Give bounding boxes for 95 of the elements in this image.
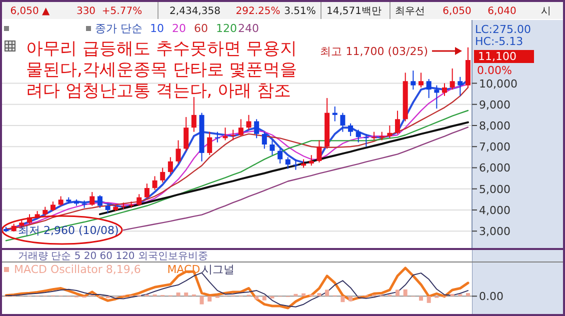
text: 240 [238,22,259,35]
candlestick [434,84,440,110]
bar [184,292,188,296]
text: 10 [150,22,164,35]
text: 시 [541,6,551,17]
bar [262,296,266,300]
candlestick [168,156,173,175]
candlestick [246,114,252,130]
line-series [98,121,469,216]
candlestick [450,68,455,90]
text: HC:-5.13 [475,35,524,48]
text: 11,100 [478,50,516,63]
text: +5.77% [102,6,142,17]
annotation: 최저 2,960 (10/08) [18,224,119,237]
candlestick [207,131,212,156]
candlestick [262,131,267,150]
candlestick [152,176,158,190]
text: 3.51% [284,6,316,17]
y-tick-label: 8,000 [479,119,510,132]
text: 6,050 [442,6,472,17]
candlestick [356,129,361,143]
y-tick-label: 7,000 [479,140,510,154]
candlestick [222,127,228,141]
bar [254,296,259,300]
candlestick [285,156,290,170]
text: 14,571백만 [326,6,382,17]
y-tick-label: 4,000 [479,204,510,217]
candlestick [160,167,166,184]
bar [466,293,470,296]
bar [426,296,431,303]
candlestick [395,110,400,134]
candlestick [238,118,244,137]
text: LC:275.00 [475,23,532,36]
ref-line-label: 0.00 [479,290,504,304]
candlestick [458,76,463,96]
candlestick [270,140,275,156]
bar [396,290,400,296]
bar [348,296,353,302]
y-tick-label: 5,000 [479,182,510,196]
text: 2,434,358 [170,6,220,17]
bar [208,296,212,302]
text: 거래량 단순 5 20 60 120 외국인보유비중 [18,251,208,262]
bar [419,296,424,301]
text: 6,040 [488,6,516,17]
candlestick [348,122,354,137]
candlestick [278,148,283,164]
candlestick [387,124,392,139]
candlestick [426,78,432,99]
text: 292.25% [236,6,280,17]
candlestick [97,194,102,208]
candlestick [58,196,64,206]
line-series [122,126,469,231]
y-tick-label: 3,000 [479,225,510,238]
candlestick [364,133,369,148]
candlestick [184,116,189,152]
y-tick-label: 6,000 [479,162,510,175]
text: 330 [76,6,96,17]
bar [200,296,204,304]
text: 0.00% [477,64,512,77]
legend-title: 종가 단순 [95,22,142,35]
candlestick [308,154,314,166]
candlestick [410,70,416,90]
bar [340,296,345,302]
bar [176,292,180,296]
annotation: 최고 11,700 (03/25) [320,45,428,58]
text: 최우선 [395,6,425,17]
candlestick [442,82,448,96]
text: 20 [172,22,186,35]
text: 6,050 ▲ [10,6,50,17]
candlestick [50,201,56,212]
legend-label: MACD Oscillator 8,19,6 [14,263,141,276]
line-series [5,110,469,242]
annotation: 아무리 급등해도 추수못하면 무용지 물된다,각세운종목 단타로 몇푼먹을 려다 엄청난고통 격는다, 아래 참조 [26,39,298,101]
text: 120 [216,22,237,35]
candlestick [105,203,110,214]
candlestick [42,206,48,217]
text: 60 [194,22,208,35]
candlestick [293,158,298,170]
candlestick [214,131,220,143]
candlestick [254,118,260,139]
candlestick [418,72,424,88]
candlestick [316,140,322,163]
candlestick [136,194,142,206]
candlestick [176,140,181,164]
bar [403,289,408,296]
y-tick-label: 10,000 [479,77,518,90]
candlestick [90,192,95,206]
bar [325,290,330,296]
candlestick [340,112,346,132]
series-label: 시그널 [202,263,235,276]
bar [317,293,322,296]
candlestick [144,183,150,199]
y-tick-label: 9,000 [479,98,510,112]
candlestick [230,129,236,141]
candlestick [332,106,338,122]
